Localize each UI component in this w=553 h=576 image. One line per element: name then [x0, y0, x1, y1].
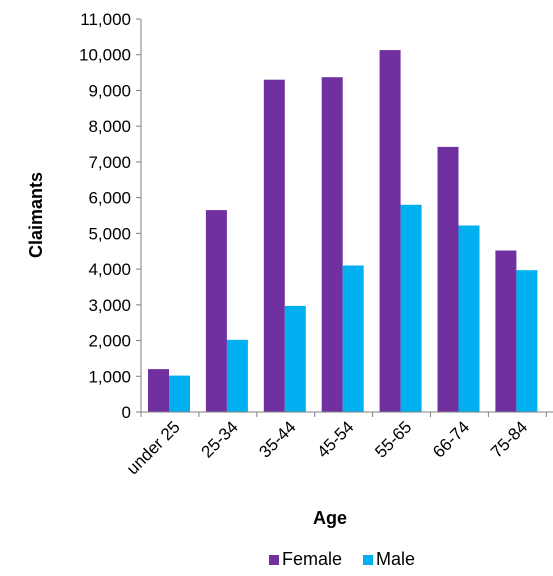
bar-male-4: [401, 205, 422, 412]
y-axis-title: Claimants: [26, 172, 46, 258]
bar-male-1: [227, 340, 248, 412]
bar-female-1: [206, 210, 227, 412]
bar-male-5: [459, 226, 480, 413]
y-tick-label: 0: [122, 403, 131, 422]
x-tick-label: 55-65: [371, 417, 415, 461]
bar-female-6: [495, 251, 516, 413]
legend-label-female: Female: [282, 549, 342, 569]
y-tick-label: 4,000: [88, 260, 131, 279]
x-ticks-layer: under 2525-3435-4445-5455-6566-7475-8485…: [123, 412, 553, 478]
legend-label-male: Male: [376, 549, 415, 569]
x-tick-label: 75-84: [487, 417, 531, 461]
bar-female-5: [438, 147, 459, 412]
x-tick-label: 25-34: [198, 417, 242, 461]
y-ticks-layer: 0 1,000 2,000 3,000 4,000 5,000 6,000 7,000 8,00…: [79, 10, 141, 422]
y-tick-label: 7,000: [88, 153, 131, 172]
x-tick-label: 45-54: [313, 417, 357, 461]
y-tick-label: 6,000: [88, 189, 131, 208]
y-tick-label: 5,000: [88, 224, 131, 243]
bar-male-3: [343, 266, 364, 413]
y-tick-label: 10,000: [79, 46, 131, 65]
x-tick-label: under 25: [123, 417, 184, 478]
x-axis-title: Age: [313, 508, 347, 528]
y-tick-label: 11,000: [80, 10, 131, 29]
bar-male-2: [285, 306, 306, 412]
legend: Female Male: [269, 549, 415, 569]
bar-male-0: [169, 376, 190, 412]
bars-layer: [148, 50, 553, 412]
y-tick-label: 3,000: [88, 296, 131, 315]
y-tick-label: 9,000: [88, 81, 131, 100]
bar-female-3: [322, 77, 343, 412]
x-tick-label: 66-74: [429, 417, 473, 461]
bar-male-6: [516, 270, 537, 412]
y-tick-label: 8,000: [88, 117, 131, 136]
bar-female-0: [148, 369, 169, 412]
y-tick-label: 2,000: [88, 332, 131, 351]
y-tick-label: 1,000: [88, 367, 131, 386]
legend-swatch-female: [269, 555, 279, 565]
bar-female-2: [264, 80, 285, 412]
x-tick-label: 35-44: [255, 417, 299, 461]
bar-female-4: [380, 50, 401, 412]
legend-swatch-male: [363, 555, 373, 565]
